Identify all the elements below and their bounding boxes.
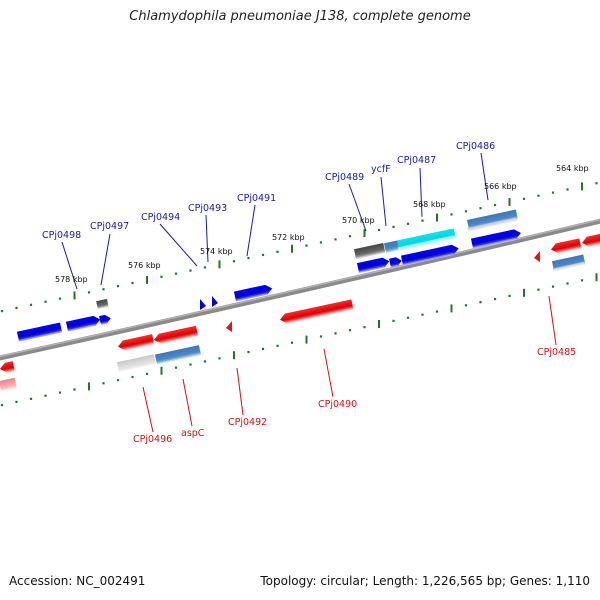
- kbp-label: 568 kbp: [413, 200, 446, 209]
- backbone-line: [0, 218, 600, 361]
- gene-label: CPj0489: [325, 172, 364, 183]
- accession-text: Accession: NC_002491: [9, 574, 146, 588]
- gene-arrow: [552, 261, 585, 273]
- gene-arrow: [154, 345, 202, 365]
- gene-label: CPj0496: [133, 434, 172, 445]
- gene-arrow: [389, 257, 402, 269]
- gene-arrow: [353, 242, 386, 260]
- gene-label: CPj0494: [141, 212, 180, 223]
- label-leader: [61, 241, 78, 290]
- gene-label: aspC: [181, 428, 205, 439]
- label-leader: [142, 386, 154, 433]
- gene-label: CPj0491: [237, 193, 276, 204]
- tick-layer: [0, 182, 598, 407]
- forward-gene-labels: CPj0498 CPj0497 CPj0494 CPj0493 CPj0491 …: [42, 141, 495, 241]
- gene-arrow: [582, 233, 600, 249]
- gene-layer: [0, 209, 600, 392]
- kbp-label: 566 kbp: [484, 182, 517, 191]
- backbone-layer: [0, 218, 600, 361]
- label-leader: [348, 183, 367, 232]
- gene-arrow: [99, 314, 111, 326]
- gene-arrow: [383, 240, 400, 254]
- kbp-label: 578 kbp: [55, 275, 88, 284]
- gene-arrow: [397, 235, 456, 251]
- kbp-label: 572 kbp: [272, 233, 305, 242]
- map-title: Chlamydophila pneumoniae J138, complete …: [129, 9, 471, 24]
- gene-arrow: [280, 299, 354, 326]
- gene-arrow: [200, 299, 206, 310]
- backbone-highlight: [0, 219, 600, 358]
- label-leader: [182, 378, 193, 427]
- kbp-label: 570 kbp: [342, 216, 375, 225]
- label-leader: [159, 223, 198, 267]
- gene-arrow: [212, 296, 218, 307]
- topology-text: Topology: circular; Length: 1,226,565 bp…: [260, 574, 590, 588]
- gene-arrow: [534, 251, 540, 262]
- kbp-label: 574 kbp: [200, 247, 233, 256]
- label-leader: [323, 348, 334, 398]
- kbp-label: 576 kbp: [128, 261, 161, 270]
- gene-label: ycfF: [371, 164, 391, 175]
- gene-arrow: [467, 217, 518, 233]
- label-leader: [100, 233, 111, 286]
- label-leader: [380, 176, 387, 227]
- label-leader: [548, 295, 557, 346]
- gene-arrow: [356, 257, 390, 274]
- gene-arrow: [551, 238, 582, 255]
- gene-label: CPj0493: [188, 203, 227, 214]
- gene-arrow: [118, 334, 155, 353]
- gene-arrow: [116, 354, 157, 373]
- label-leader: [205, 214, 209, 263]
- gene-arrow: [400, 244, 459, 266]
- gene-arrow: [65, 315, 101, 332]
- gene-arrow: [0, 361, 15, 375]
- gene-arrow: [16, 322, 63, 343]
- label-leader: [236, 367, 244, 416]
- gene-label: CPj0485: [537, 347, 576, 358]
- gene-label: CPj0492: [228, 417, 267, 428]
- gene-label: CPj0497: [90, 221, 129, 232]
- gene-arrow: [96, 298, 109, 310]
- gene-arrow: [233, 284, 273, 302]
- gene-arrow: [154, 325, 199, 346]
- gene-label: CPj0490: [318, 399, 357, 410]
- gene-label: CPj0498: [42, 230, 81, 241]
- kbp-label: 564 kbp: [556, 164, 589, 173]
- gene-arrow: [0, 377, 17, 392]
- label-leader: [419, 167, 423, 218]
- kbp-labels: 578 kbp 576 kbp 574 kbp 572 kbp 570 kbp …: [55, 164, 589, 284]
- gene-label: CPj0486: [456, 141, 495, 152]
- reverse-gene-labels: CPj0496 aspC CPj0492 CPj0490 CPj0485: [133, 347, 576, 445]
- label-leader: [480, 152, 489, 201]
- gene-arrow: [470, 229, 521, 249]
- leader-layer: [61, 152, 557, 433]
- gene-label: CPj0487: [397, 155, 436, 166]
- gene-arrow: [226, 321, 232, 332]
- label-leader: [246, 204, 256, 257]
